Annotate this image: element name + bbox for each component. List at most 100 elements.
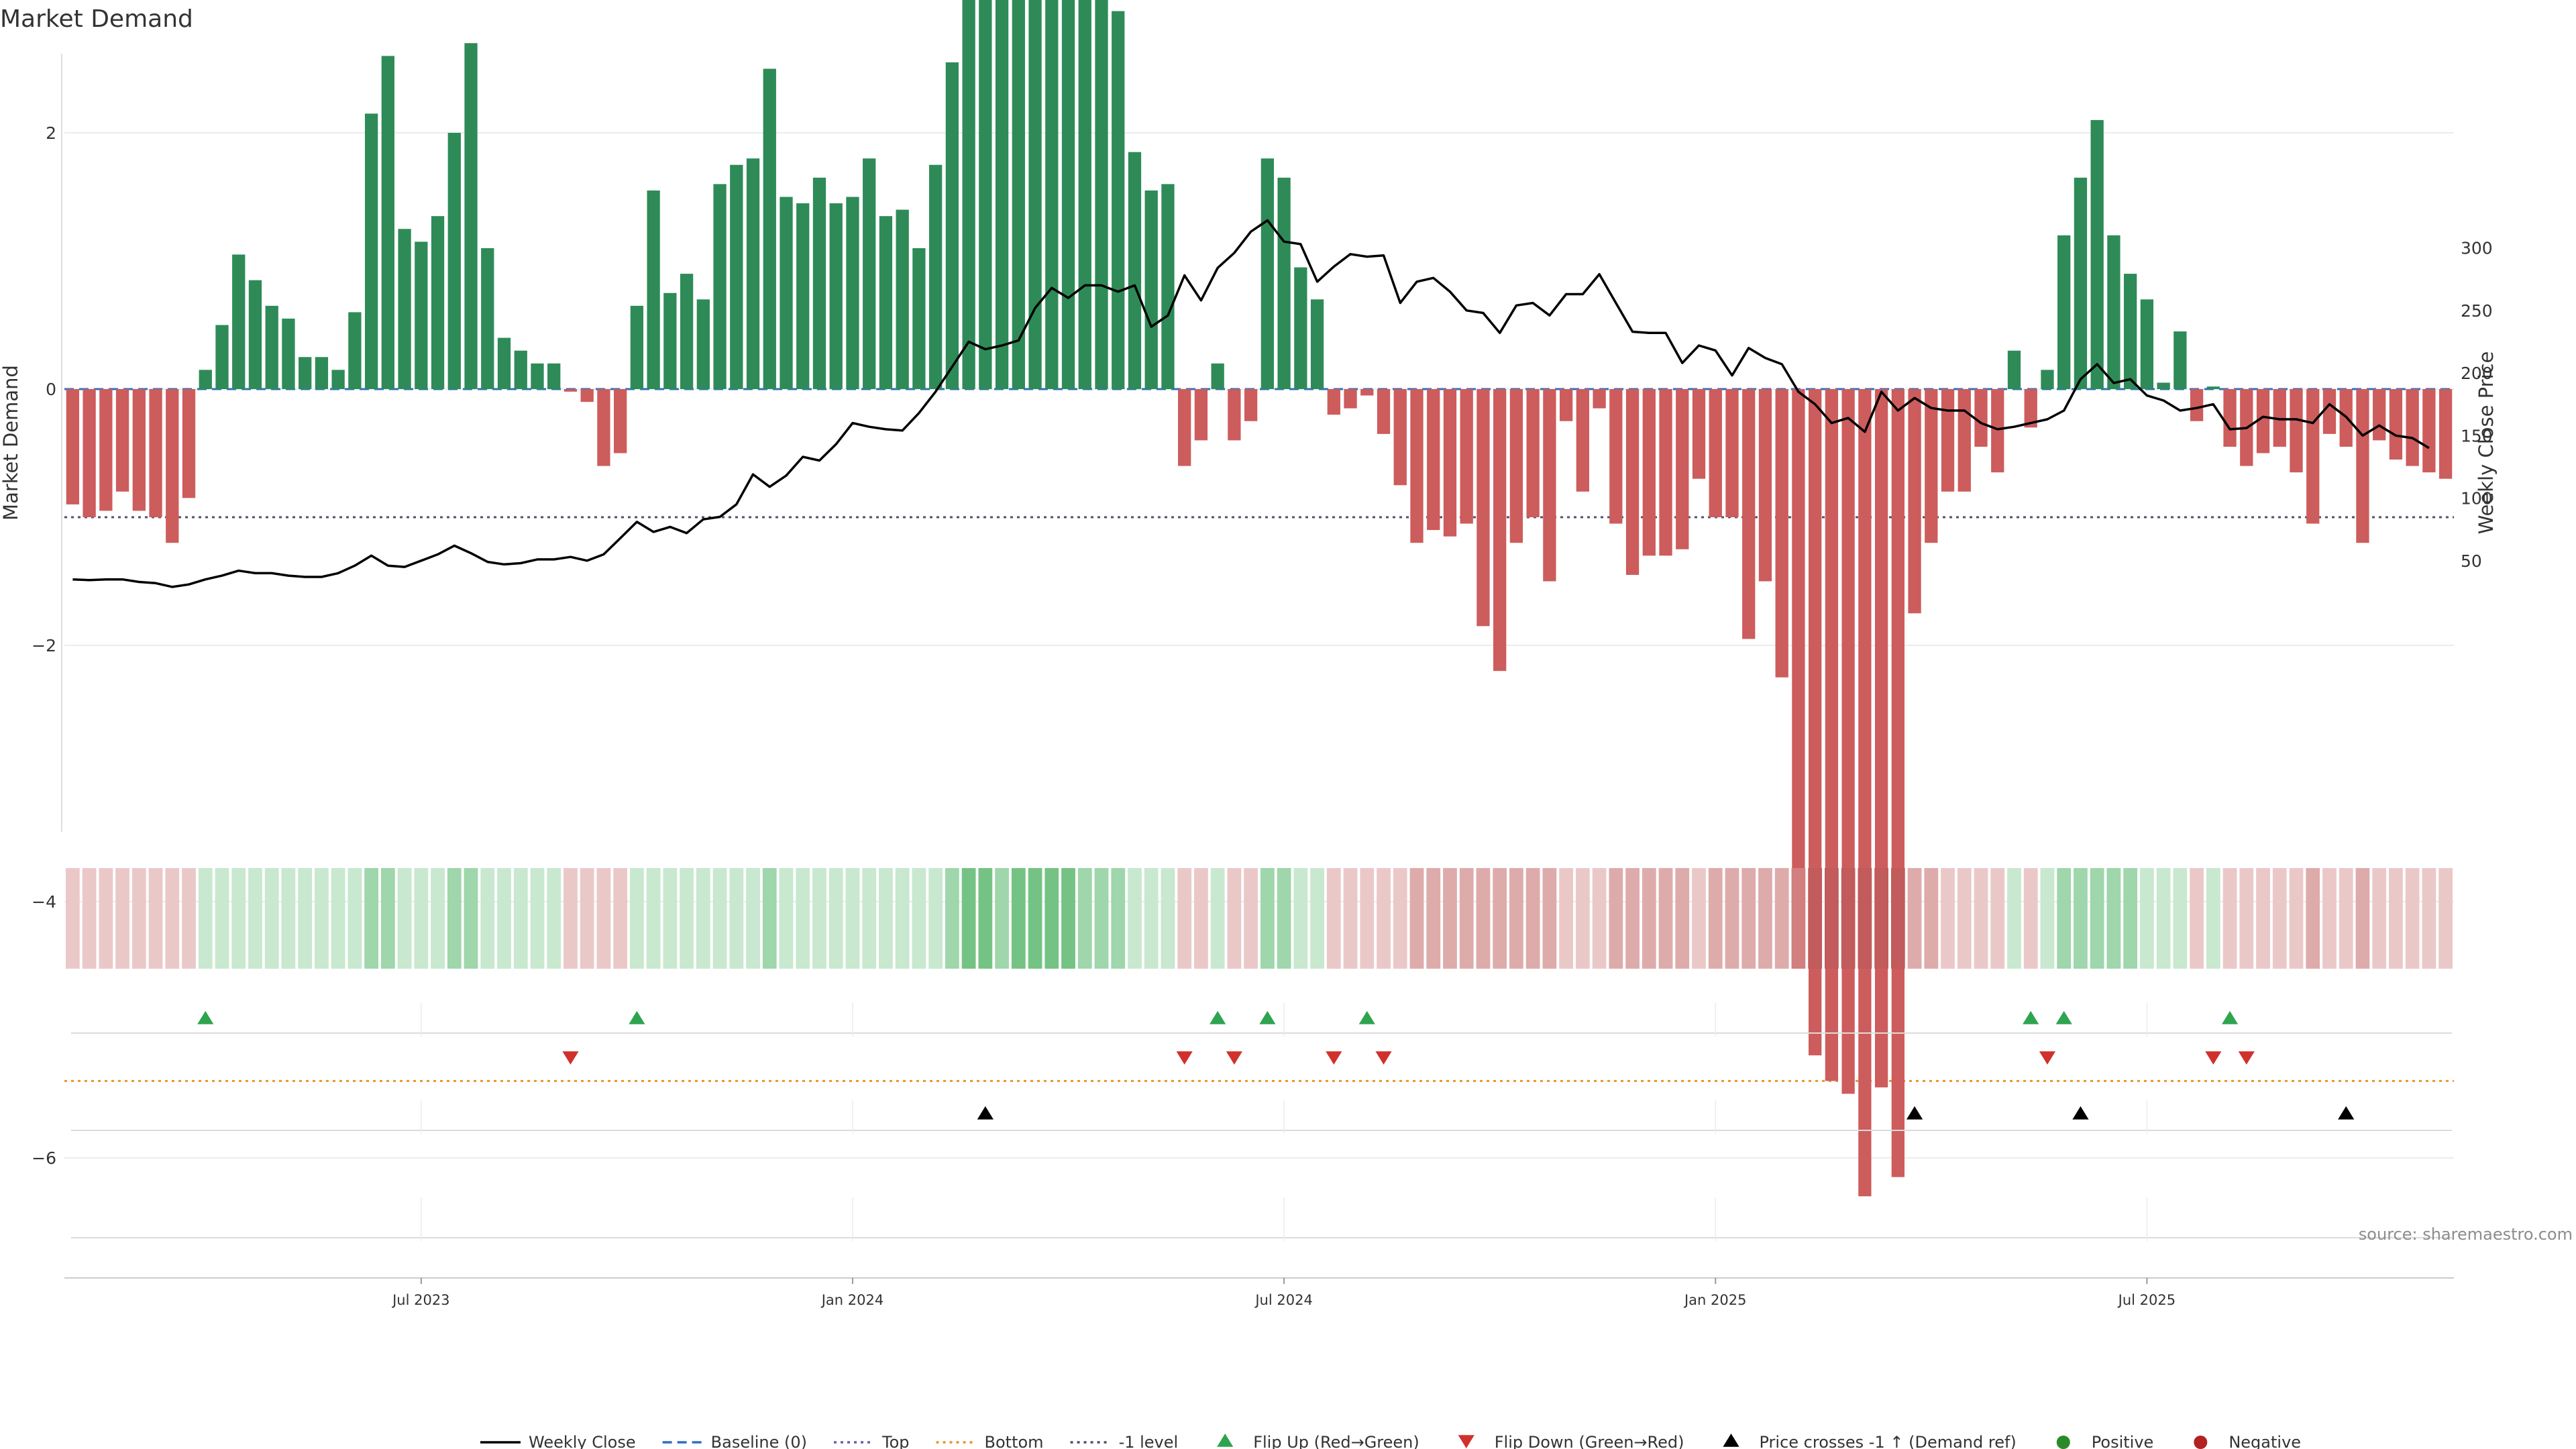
negative-bar xyxy=(1509,389,1523,543)
heatmap-cell xyxy=(131,868,146,969)
heatmap-cell xyxy=(564,868,578,969)
heatmap-cell xyxy=(1360,868,1375,969)
heatmap-cell xyxy=(1393,868,1407,969)
legend-item: Negative xyxy=(2194,1433,2301,1449)
x-tick-label: Jul 2023 xyxy=(391,1292,449,1308)
heatmap-cell xyxy=(712,868,727,969)
positive-bar xyxy=(1028,0,1042,390)
heatmap-cell xyxy=(1609,868,1623,969)
heatmap-cell xyxy=(1559,868,1574,969)
positive-bar xyxy=(1095,0,1108,389)
positive-bar xyxy=(2206,386,2220,389)
positive-bar xyxy=(995,0,1009,389)
heatmap-cell xyxy=(215,868,229,969)
positive-bar xyxy=(1277,177,1291,389)
positive-bar xyxy=(398,229,411,389)
heatmap-cell xyxy=(2339,868,2353,969)
positive-bar xyxy=(2140,299,2154,389)
positive-bar xyxy=(431,216,445,389)
heatmap-cell xyxy=(1244,868,1258,969)
positive-bar xyxy=(1112,11,1125,390)
legend-swatch xyxy=(2056,1436,2070,1449)
heatmap-cell xyxy=(530,868,545,969)
positive-bar xyxy=(2041,370,2054,389)
heatmap-cell xyxy=(812,868,826,969)
x-tick-label: Jul 2024 xyxy=(1254,1292,1312,1308)
negative-bar xyxy=(1410,389,1424,543)
negative-bar xyxy=(1642,389,1656,556)
heatmap-cell xyxy=(2355,868,2370,969)
positive-bar xyxy=(215,325,229,389)
heatmap-cell xyxy=(281,868,296,969)
flip-up-marker xyxy=(1259,1011,1276,1024)
heatmap-cell xyxy=(945,868,959,969)
positive-bar xyxy=(846,197,859,389)
positive-bar xyxy=(962,0,975,389)
legend-label: Top xyxy=(881,1433,910,1449)
legend-item: Weekly Close xyxy=(480,1433,636,1449)
heatmap-cell xyxy=(148,868,163,969)
heatmap-cell xyxy=(1957,868,1972,969)
y-tick-label: −4 xyxy=(32,892,56,912)
negative-bar xyxy=(1957,389,1971,492)
legend-item: Flip Down (Green→Red) xyxy=(1458,1433,1684,1449)
negative-bar xyxy=(1775,389,1788,678)
legend-label: Flip Down (Green→Red) xyxy=(1495,1433,1684,1449)
legend: Weekly Close Baseline (0) Top Bottom -1 leve… xyxy=(480,1433,2301,1449)
positive-bar xyxy=(199,370,212,389)
negative-bar xyxy=(66,389,80,504)
heatmap-cell xyxy=(1509,868,1523,969)
price-cross-marker xyxy=(977,1106,994,1120)
negative-bar xyxy=(1792,389,1805,896)
positive-bar xyxy=(829,203,843,389)
flip-down-marker xyxy=(1176,1051,1193,1065)
positive-bar xyxy=(863,158,876,389)
heatmap-cell xyxy=(1642,868,1656,969)
positive-bar xyxy=(1260,158,1275,389)
heatmap-cell xyxy=(2173,868,2188,969)
negative-bar xyxy=(166,389,179,543)
flip-down-marker xyxy=(1375,1051,1392,1065)
negative-bar xyxy=(1709,389,1722,517)
heatmap-cell xyxy=(746,868,760,969)
y-tick-label: −2 xyxy=(32,636,56,655)
heatmap-cell xyxy=(1708,868,1723,969)
y-tick-label: −6 xyxy=(32,1148,56,1168)
heatmap-cell xyxy=(1741,868,1756,969)
heatmap-cell xyxy=(978,868,993,969)
negative-bar xyxy=(1758,389,1772,582)
positive-bar xyxy=(2157,382,2170,389)
negative-bar xyxy=(2373,389,2386,441)
heatmap-cell xyxy=(99,868,113,969)
price-cross-marker xyxy=(2338,1106,2355,1120)
negative-bar xyxy=(1593,389,1606,409)
x-axis-ticks: Jul 2023 Jan 2024 Jul 2024 Jan 2025 Jul 2025 xyxy=(391,1278,2176,1308)
heatmap-cell xyxy=(995,868,1009,969)
heatmap-cell xyxy=(2438,868,2453,969)
heatmap-cell xyxy=(497,868,511,969)
reference-lines xyxy=(64,388,2454,1082)
positive-bar xyxy=(630,305,644,389)
positive-bar xyxy=(514,350,527,389)
y2-tick-label: 150 xyxy=(2461,426,2493,445)
negative-bar xyxy=(1974,389,1988,447)
heatmap-cell xyxy=(1692,868,1706,969)
price-line-layer xyxy=(72,219,2430,588)
heatmap-cell xyxy=(1625,868,1640,969)
negative-bar xyxy=(1925,389,1938,543)
price-cross-marker xyxy=(1906,1106,1923,1120)
heatmap-cell xyxy=(779,868,794,969)
x-tick-label: Jan 2025 xyxy=(1683,1292,1747,1308)
positive-bar xyxy=(647,190,660,389)
negative-bar xyxy=(1659,389,1672,556)
heatmap-cell xyxy=(1343,868,1358,969)
heatmap-cell xyxy=(364,868,379,969)
positive-bar xyxy=(282,318,295,389)
negative-bar xyxy=(182,389,196,498)
negative-bar xyxy=(580,389,594,402)
flip-down-marker xyxy=(1326,1051,1342,1065)
negative-bar xyxy=(1477,389,1490,627)
heatmap-cell xyxy=(630,868,644,969)
heatmap-cell xyxy=(2256,868,2270,969)
heatmap-cell xyxy=(2007,868,2021,969)
